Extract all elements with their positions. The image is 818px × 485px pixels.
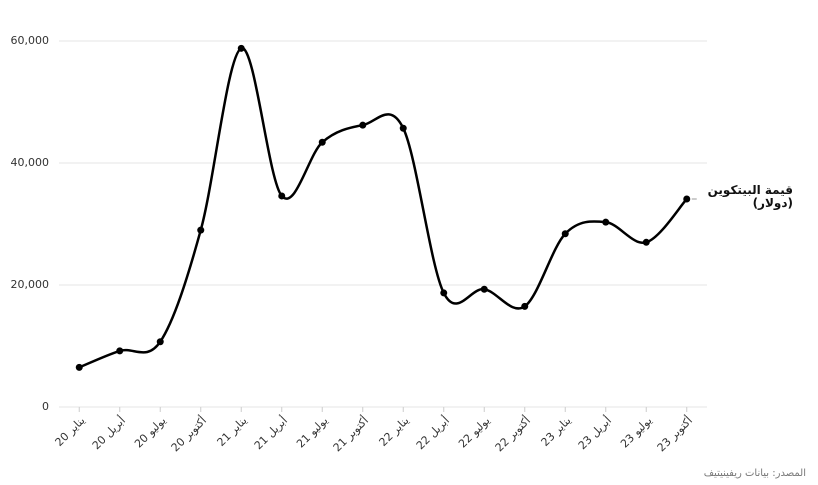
y-tick-label: 0 xyxy=(42,400,49,413)
x-tick-label: أبريل 22 xyxy=(413,413,452,452)
x-tick-label: يناير 21 xyxy=(215,414,250,449)
x-tick-label: يوليو 22 xyxy=(456,414,492,450)
data-point xyxy=(116,347,124,355)
data-point xyxy=(561,230,569,238)
source-note: المصدر: بيانات ريفينيتيف xyxy=(703,468,806,479)
x-tick-label: يناير 22 xyxy=(377,414,412,449)
x-tick-label: أبريل 21 xyxy=(251,413,290,452)
x-tick-label: يناير 20 xyxy=(53,414,88,449)
x-tick-label: أكتوبر 22 xyxy=(492,413,533,454)
data-point xyxy=(237,44,245,52)
data-point xyxy=(683,195,691,203)
data-point xyxy=(440,289,448,297)
data-point xyxy=(642,238,650,246)
y-tick-label: 60,000 xyxy=(11,34,50,47)
x-tick-label: أكتوبر 23 xyxy=(654,413,695,454)
x-tick-label: أكتوبر 21 xyxy=(330,413,371,454)
x-tick-label: يوليو 23 xyxy=(618,414,654,450)
data-point xyxy=(521,302,529,310)
data-point xyxy=(197,226,205,234)
x-tick-label: يناير 23 xyxy=(539,414,574,449)
data-point xyxy=(75,363,83,371)
data-line xyxy=(78,47,688,369)
data-point xyxy=(602,218,610,226)
x-tick-label: أبريل 20 xyxy=(89,413,128,452)
x-tick-label: أكتوبر 20 xyxy=(168,413,209,454)
series-label: قيمة البيتكوين (دولار) xyxy=(707,183,793,210)
data-point xyxy=(359,121,367,129)
x-tick-label: يوليو 21 xyxy=(294,414,330,450)
data-point xyxy=(399,124,407,132)
data-point xyxy=(318,138,326,146)
x-tick-label: يوليو 20 xyxy=(132,414,168,450)
data-point xyxy=(156,338,164,346)
data-point xyxy=(480,285,488,293)
y-tick-label: 40,000 xyxy=(11,156,50,169)
x-tick-label: أبريل 23 xyxy=(575,413,614,452)
data-point xyxy=(278,192,286,200)
y-tick-label: 20,000 xyxy=(11,278,50,291)
